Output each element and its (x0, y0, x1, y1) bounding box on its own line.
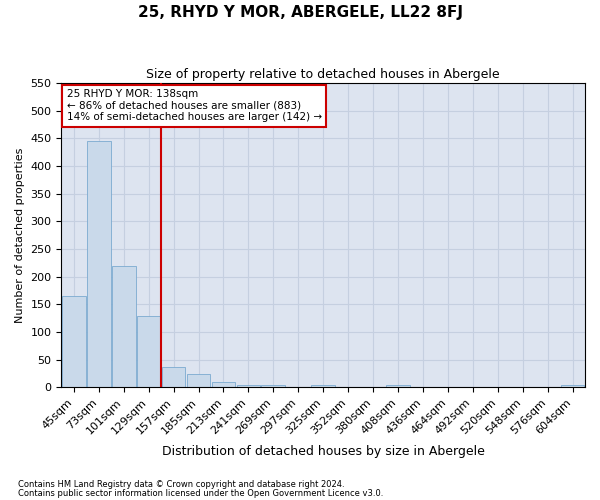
Bar (311, 386, 335, 388)
Bar (212, 382, 235, 388)
Text: Contains HM Land Registry data © Crown copyright and database right 2024.: Contains HM Land Registry data © Crown c… (18, 480, 344, 489)
Bar (162, 367, 185, 388)
Bar (137, 316, 161, 388)
Bar (187, 374, 211, 388)
Y-axis label: Number of detached properties: Number of detached properties (15, 148, 25, 323)
X-axis label: Distribution of detached houses by size in Abergele: Distribution of detached houses by size … (162, 444, 485, 458)
Bar (236, 384, 260, 388)
Bar (87, 141, 110, 388)
Text: Contains public sector information licensed under the Open Government Licence v3: Contains public sector information licen… (18, 488, 383, 498)
Text: 25 RHYD Y MOR: 138sqm
← 86% of detached houses are smaller (883)
14% of semi-det: 25 RHYD Y MOR: 138sqm ← 86% of detached … (67, 89, 322, 122)
Bar (560, 386, 584, 388)
Bar (112, 266, 136, 388)
Text: 25, RHYD Y MOR, ABERGELE, LL22 8FJ: 25, RHYD Y MOR, ABERGELE, LL22 8FJ (137, 5, 463, 20)
Bar (262, 384, 285, 388)
Bar (62, 296, 86, 388)
Bar (386, 384, 410, 388)
Title: Size of property relative to detached houses in Abergele: Size of property relative to detached ho… (146, 68, 500, 80)
